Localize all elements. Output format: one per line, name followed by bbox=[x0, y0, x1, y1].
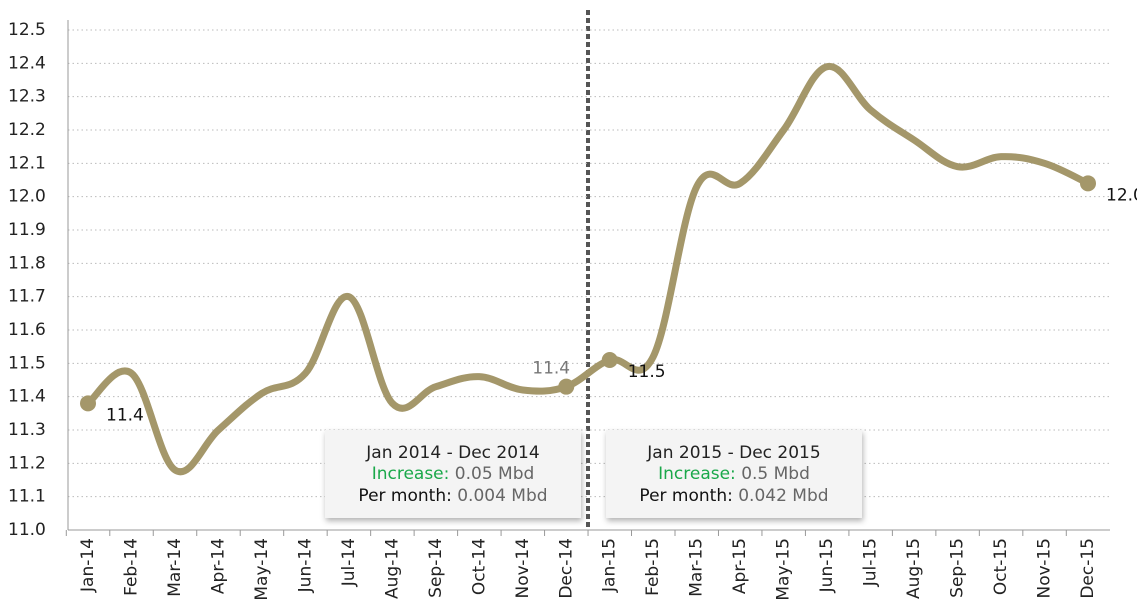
y-tick-label: 11.0 bbox=[8, 520, 46, 540]
x-tick-label: Jan-14 bbox=[78, 538, 98, 593]
y-tick-label: 11.3 bbox=[8, 420, 46, 440]
y-tick-label: 12.2 bbox=[8, 120, 46, 140]
x-tick-label: Nov-15 bbox=[1035, 538, 1055, 599]
x-tick-label: Jul-15 bbox=[861, 538, 881, 587]
data-label: 12.0 bbox=[1106, 185, 1137, 205]
annotation-title: Jan 2014 - Dec 2014 bbox=[365, 443, 539, 463]
y-tick-label: 12.3 bbox=[8, 87, 46, 107]
y-tick-label: 12.4 bbox=[8, 53, 46, 73]
x-tick-label: Jul-14 bbox=[339, 538, 359, 587]
per-month-label: Per month: bbox=[639, 486, 732, 506]
x-tick-label: Dec-14 bbox=[556, 538, 576, 599]
x-tick-label: Mar-15 bbox=[687, 538, 707, 597]
x-tick-label: Jan-15 bbox=[600, 538, 620, 593]
x-tick-label: Apr-14 bbox=[208, 538, 228, 594]
marker bbox=[558, 378, 575, 395]
line bbox=[84, 63, 1092, 476]
x-tick-label: May-14 bbox=[252, 538, 272, 601]
x-tick-label: May-15 bbox=[774, 538, 794, 601]
y-tick-label: 11.2 bbox=[8, 453, 46, 473]
x-tick-label: Feb-15 bbox=[643, 538, 663, 596]
annotation-title: Jan 2015 - Dec 2015 bbox=[646, 443, 820, 463]
x-tick-label: Sep-14 bbox=[426, 538, 446, 598]
data-label: 11.4 bbox=[106, 405, 144, 425]
per-month-value: 0.042 Mbd bbox=[738, 486, 828, 506]
annotation-box bbox=[325, 430, 581, 518]
data-label: 11.4 bbox=[532, 359, 570, 379]
increase-value: 0.05 Mbd bbox=[455, 464, 535, 484]
x-tick-label: Sep-15 bbox=[948, 538, 968, 598]
y-tick-label: 11.4 bbox=[8, 387, 46, 407]
increase-label: Increase: bbox=[372, 464, 450, 484]
marker bbox=[601, 352, 618, 368]
x-tick-label: Dec-15 bbox=[1078, 538, 1098, 599]
y-tick-label: 12.0 bbox=[8, 187, 46, 207]
y-tick-label: 11.5 bbox=[8, 353, 46, 373]
per-month-label: Per month: bbox=[358, 486, 451, 506]
marker bbox=[80, 395, 96, 412]
x-tick-label: Mar-14 bbox=[165, 538, 185, 597]
y-tick-label: 12.1 bbox=[8, 153, 46, 173]
increase-label: Increase: bbox=[658, 464, 736, 484]
annotation-line: Increase: 0.5 Mbd bbox=[658, 464, 810, 484]
x-tick-label: Aug-14 bbox=[382, 538, 402, 599]
increase-value: 0.5 Mbd bbox=[741, 464, 810, 484]
annotation-box bbox=[606, 430, 862, 518]
data-label: 11.5 bbox=[628, 362, 666, 382]
x-tick-label: Nov-14 bbox=[513, 538, 533, 599]
y-tick-label: 12.5 bbox=[8, 20, 46, 40]
x-tick-label: Oct-14 bbox=[469, 538, 489, 595]
x-tick-label: Feb-14 bbox=[121, 538, 141, 596]
x-tick-label: Jun-15 bbox=[817, 538, 837, 593]
y-tick-label: 11.1 bbox=[8, 487, 46, 507]
y-tick-label: 11.9 bbox=[8, 220, 46, 240]
annotation-line: Per month: 0.042 Mbd bbox=[639, 486, 828, 506]
x-tick-label: Oct-15 bbox=[991, 538, 1011, 595]
marker bbox=[1080, 175, 1096, 192]
y-tick-label: 11.7 bbox=[8, 287, 46, 307]
y-tick-label: 11.8 bbox=[8, 253, 46, 273]
annotation-line: Per month: 0.004 Mbd bbox=[358, 486, 547, 506]
y-tick-label: 11.6 bbox=[8, 320, 46, 340]
per-month-value: 0.004 Mbd bbox=[457, 486, 547, 506]
x-tick-label: Apr-15 bbox=[730, 538, 750, 594]
annotation-line: Increase: 0.05 Mbd bbox=[372, 464, 535, 484]
x-tick-label: Jun-14 bbox=[295, 538, 315, 593]
x-tick-label: Aug-15 bbox=[904, 538, 924, 599]
